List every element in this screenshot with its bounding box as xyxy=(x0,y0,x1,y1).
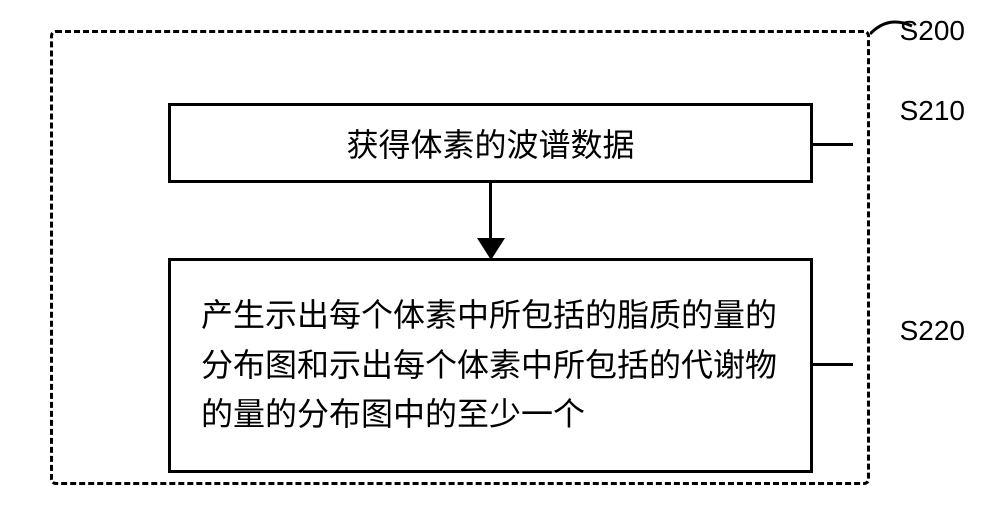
arrow-line xyxy=(489,183,492,243)
outer-label: S200 xyxy=(900,15,965,47)
flowchart-container: 获得体素的波谱数据 产生示出每个体素中所包括的脂质的量的分布图和示出每个体素中所… xyxy=(50,30,870,485)
step-2-text: 产生示出每个体素中所包括的脂质的量的分布图和示出每个体素中所包括的代谢物的量的分… xyxy=(201,291,780,440)
step-1-label: S210 xyxy=(900,95,965,127)
step-1-text: 获得体素的波谱数据 xyxy=(346,120,634,166)
tick-line-2 xyxy=(813,363,853,366)
step-2-label: S220 xyxy=(900,315,965,347)
tick-line-1 xyxy=(813,143,853,146)
arrow-head xyxy=(477,238,505,260)
step-box-2: 产生示出每个体素中所包括的脂质的量的分布图和示出每个体素中所包括的代谢物的量的分… xyxy=(168,258,813,473)
step-box-1: 获得体素的波谱数据 xyxy=(168,103,813,183)
